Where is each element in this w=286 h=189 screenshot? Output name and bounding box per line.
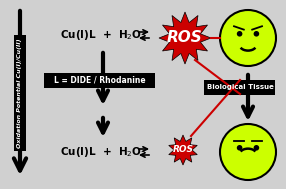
Circle shape	[237, 31, 243, 37]
Text: ROS: ROS	[172, 146, 194, 154]
Circle shape	[254, 31, 259, 37]
Text: Cu(I)L  +  H$_2$O$_2$: Cu(I)L + H$_2$O$_2$	[60, 28, 146, 42]
Circle shape	[254, 145, 259, 151]
Text: L = DIDE / Rhodanine: L = DIDE / Rhodanine	[54, 75, 146, 84]
FancyBboxPatch shape	[45, 73, 156, 88]
Polygon shape	[169, 135, 197, 165]
Polygon shape	[159, 12, 211, 64]
Circle shape	[220, 10, 276, 66]
Text: ROS: ROS	[167, 30, 203, 46]
Circle shape	[237, 145, 243, 151]
FancyBboxPatch shape	[204, 80, 275, 94]
Text: Oxidation Potential Cu(I)/Cu(II): Oxidation Potential Cu(I)/Cu(II)	[17, 38, 23, 148]
Text: Biological Tissue: Biological Tissue	[206, 84, 273, 90]
Circle shape	[220, 124, 276, 180]
Text: Cu(I)L  +  H$_2$O$_2$: Cu(I)L + H$_2$O$_2$	[60, 145, 146, 159]
